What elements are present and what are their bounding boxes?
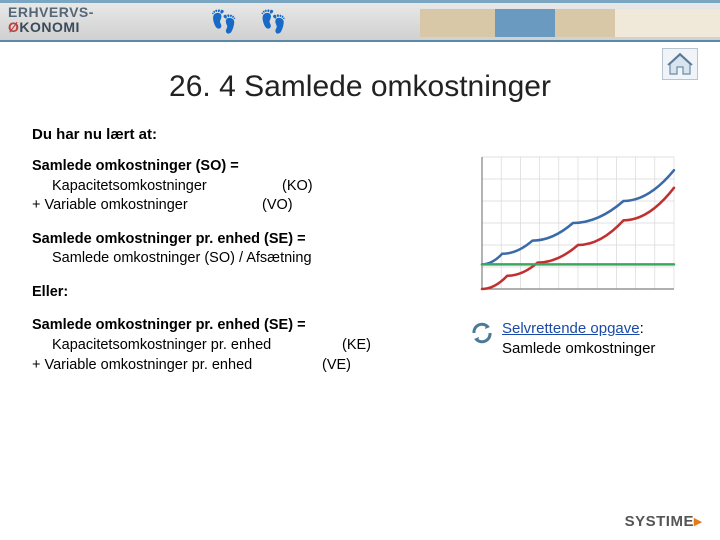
formula-so-heading: Samlede omkostninger (SO) = xyxy=(32,157,452,177)
formula-so-term2: + Variable omkostninger xyxy=(32,196,262,216)
formula-se2-abbr1: (KE) xyxy=(342,336,392,356)
logo-line1: ERHVERVS- xyxy=(8,4,94,20)
header-banner: ERHVERVS- ØKONOMI 👣 👣 xyxy=(0,0,720,42)
formula-se2-term2: + Variable omkostninger pr. enhed xyxy=(32,356,322,376)
eller-label: Eller: xyxy=(32,283,452,303)
cost-chart xyxy=(470,151,680,301)
formula-se2-term1: Kapacitetsomkostninger pr. enhed xyxy=(52,336,342,356)
formula-se1-line: Samlede omkostninger (SO) / Afsætning xyxy=(32,249,452,269)
formula-se2: Samlede omkostninger pr. enhed (SE) = Ka… xyxy=(32,316,452,375)
task-subtitle: Samlede omkostninger xyxy=(502,340,655,357)
header-stripe xyxy=(420,9,720,37)
formula-so-abbr1: (KO) xyxy=(282,177,332,197)
formula-so: Samlede omkostninger (SO) = Kapacitetsom… xyxy=(32,157,452,216)
recycle-arrows-icon xyxy=(470,321,494,350)
formula-se2-heading: Samlede omkostninger pr. enhed (SE) = xyxy=(32,316,452,336)
page-title: 26. 4 Samlede omkostninger xyxy=(32,70,688,104)
formula-so-term1: Kapacitetsomkostninger xyxy=(52,177,282,197)
task-text: Selvrettende opgave: Samlede omkostninge… xyxy=(502,319,655,360)
task-block: Selvrettende opgave: Samlede omkostninge… xyxy=(470,319,688,360)
logo-line2: ØKONOMI xyxy=(8,19,80,35)
header-logo: ERHVERVS- ØKONOMI xyxy=(8,5,94,36)
footprints-decoration: 👣 👣 xyxy=(210,9,295,35)
intro-text: Du har nu lært at: xyxy=(32,126,688,143)
slide-content: 26. 4 Samlede omkostninger Du har nu lær… xyxy=(0,42,720,540)
formula-se1: Samlede omkostninger pr. enhed (SE) = Sa… xyxy=(32,230,452,269)
task-link[interactable]: Selvrettende opgave xyxy=(502,320,640,337)
formula-so-abbr2: (VO) xyxy=(262,196,312,216)
formulas-column: Samlede omkostninger (SO) = Kapacitetsom… xyxy=(32,157,452,389)
formula-se1-heading: Samlede omkostninger pr. enhed (SE) = xyxy=(32,230,452,250)
right-column: Selvrettende opgave: Samlede omkostninge… xyxy=(470,157,688,389)
formula-se2-abbr2: (VE) xyxy=(322,356,372,376)
footer-logo: SYSTIME▸ xyxy=(625,512,702,530)
